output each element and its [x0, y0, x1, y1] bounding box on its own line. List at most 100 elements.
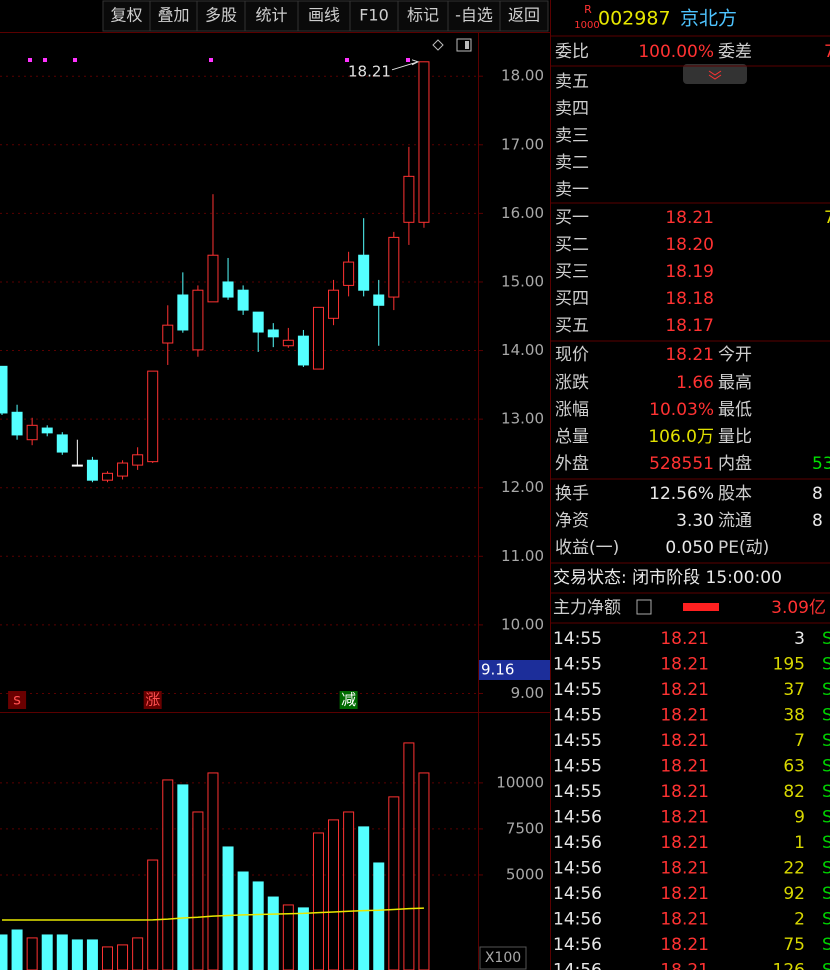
- marker-dot: [28, 58, 32, 62]
- y-tick-label: 10000: [496, 773, 544, 791]
- toolbar-label: 多股: [205, 6, 237, 25]
- candle-body: [222, 281, 234, 298]
- bid-price: 18.21: [665, 208, 714, 228]
- trade-side: S: [822, 757, 830, 777]
- trade-price: 18.21: [660, 629, 709, 649]
- y-tick-label: 5000: [506, 865, 544, 883]
- volume-bar: [177, 784, 189, 970]
- trade-volume: 3: [794, 629, 805, 649]
- window-icon[interactable]: [456, 38, 472, 52]
- candle-body: [388, 236, 400, 298]
- ask-label: 卖五: [555, 72, 589, 92]
- ask-label: 卖一: [555, 180, 589, 200]
- candle-body: [252, 311, 264, 333]
- candle-body: [56, 434, 68, 453]
- candle-body: [26, 424, 38, 441]
- stat-label: 股本: [718, 484, 752, 504]
- bid-label: 买四: [555, 289, 589, 309]
- trade-volume: 2: [794, 910, 805, 930]
- toolbar-label: 返回: [508, 6, 540, 25]
- diamond-icon[interactable]: [432, 39, 444, 51]
- volume-bar: [252, 881, 264, 970]
- toolbar-button[interactable]: [102, 0, 151, 32]
- chevron: [708, 70, 722, 80]
- trade-price: 18.21: [660, 706, 709, 726]
- toolbar-label: 统计: [255, 6, 287, 25]
- stat-value: 12.56%: [649, 484, 714, 504]
- y-tick-label: 17.00: [501, 135, 544, 153]
- volume-bar: [237, 871, 249, 970]
- marker-dot: [209, 58, 213, 62]
- y-tick-label: 9.00: [511, 684, 544, 702]
- cursor-label-box: [479, 660, 550, 680]
- trade-side: S: [822, 808, 830, 828]
- status: 交易状态: 闭市阶段 15:00:00: [553, 568, 782, 588]
- label: 委差: [718, 42, 752, 62]
- candle-body: [177, 294, 189, 331]
- cursor-label: 9.16: [481, 661, 514, 679]
- trade-side: S: [822, 910, 830, 930]
- toolbar-button[interactable]: [397, 0, 449, 32]
- toolbar-button[interactable]: [447, 0, 501, 32]
- trade-time: 14:56: [553, 808, 602, 828]
- volume-bar: [343, 811, 355, 970]
- stat-label: 换手: [555, 484, 589, 504]
- toolbar-label: 叠加: [157, 6, 189, 25]
- toolbar-button[interactable]: [499, 0, 549, 32]
- signal-label: 涨: [145, 691, 160, 709]
- volume-bar: [117, 944, 129, 970]
- toolbar-button[interactable]: [149, 0, 198, 32]
- volume-bar: [11, 929, 23, 970]
- candle-body: [41, 427, 53, 434]
- window-icon-fill: [465, 41, 469, 49]
- volume-bar: [267, 896, 279, 970]
- trade-side: S: [822, 935, 830, 955]
- trade-price: 18.21: [660, 884, 709, 904]
- stat-label: 今开: [718, 345, 752, 365]
- stat-label: 收益(一): [555, 538, 619, 558]
- volume-ma: [2, 907, 424, 921]
- candle-body: [267, 329, 279, 338]
- marker-dot: [345, 58, 349, 62]
- stat-label: 涨幅: [555, 400, 589, 420]
- candle-body: [418, 61, 430, 223]
- signal-box: [8, 691, 27, 709]
- y-tick-label: 11.00: [501, 547, 544, 565]
- toolbar-label: 画线: [308, 6, 340, 25]
- trade-time: 14:55: [553, 757, 602, 777]
- trade-volume: 195: [773, 655, 805, 675]
- volume-bar: [403, 742, 415, 970]
- toolbar-button[interactable]: [244, 0, 299, 32]
- trade-volume: 75: [783, 935, 805, 955]
- stat-label: 流通: [718, 511, 752, 531]
- volume-bar: [86, 939, 98, 970]
- trade-volume: 1: [794, 833, 805, 853]
- label: 委比: [555, 42, 589, 62]
- ask-label: 卖三: [555, 126, 589, 146]
- trade-side: S: [822, 655, 830, 675]
- stock-code: 002987: [598, 8, 671, 30]
- trade-price: 18.21: [660, 808, 709, 828]
- volume-bar: [297, 907, 309, 970]
- trade-price: 18.21: [660, 655, 709, 675]
- list-icon[interactable]: [636, 599, 652, 615]
- y-tick-label: 18.00: [501, 67, 544, 85]
- toolbar-label: -自选: [455, 6, 493, 25]
- stat-label: 最低: [718, 400, 752, 420]
- trade-time: 14:55: [553, 706, 602, 726]
- stat-value: 3.30: [676, 511, 714, 531]
- volume-bar: [56, 934, 68, 970]
- volume-bar: [71, 939, 83, 970]
- volume-bar: [132, 937, 144, 970]
- trade-volume: 38: [783, 706, 805, 726]
- signal-box: [339, 691, 358, 709]
- unit-box: [479, 946, 527, 970]
- candle-body: [132, 454, 144, 466]
- stat-value: 53: [812, 454, 830, 474]
- dropdown-tab[interactable]: [683, 64, 747, 84]
- volume-bar: [0, 934, 8, 970]
- signal-box: [143, 691, 162, 709]
- flow-bar: [683, 603, 719, 611]
